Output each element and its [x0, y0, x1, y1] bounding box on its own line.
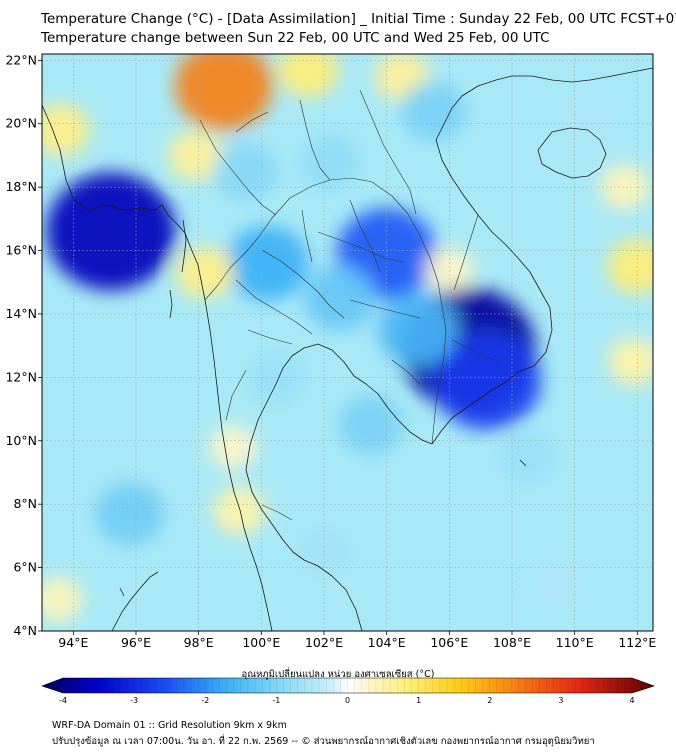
lat-label: 4°N: [13, 623, 37, 638]
political-borders: [199, 89, 501, 521]
lat-label: 22°N: [5, 52, 37, 67]
temperature-anomaly: [378, 293, 458, 366]
temperature-anomaly: [95, 482, 165, 545]
temperature-anomaly: [226, 226, 309, 301]
temperature-anomaly: [175, 246, 234, 300]
longitude-labels: 94°E 96°E 98°E 100°E 102°E 104°E 106°E 108°E 110…: [58, 631, 656, 650]
lat-label: 8°N: [13, 496, 37, 511]
temperature-anomaly: [400, 81, 467, 142]
lon-label: 102°E: [305, 635, 343, 650]
temperature-field: [42, 54, 653, 623]
temperature-anomaly: [338, 394, 404, 455]
map-frame: [41, 53, 654, 632]
colorbar-tick-label: 1: [416, 696, 421, 705]
map-title: Temperature Change (°C) - [Data Assimila…: [41, 11, 676, 27]
gridlines: [42, 54, 653, 631]
temperature-anomaly: [277, 54, 339, 98]
temperature-anomaly: [432, 331, 542, 430]
temperature-anomaly: [213, 142, 278, 201]
lat-label: 10°N: [5, 433, 37, 448]
colorbar-tick-label: 3: [558, 696, 563, 705]
temperature-anomaly: [606, 238, 653, 295]
temperature-anomaly: [174, 54, 273, 131]
lat-label: 18°N: [5, 179, 37, 194]
temperature-anomaly: [247, 350, 307, 404]
temperature-anomaly: [304, 265, 376, 331]
lon-label: 96°E: [121, 635, 151, 650]
colorbar-ticks: -4 -3 -2 -1 0 1 2 3 4: [59, 678, 635, 705]
lat-label: 6°N: [13, 560, 37, 575]
temperature-anomaly: [498, 430, 557, 484]
latitude-labels: 4°N 6°N 8°N 10°N 12°N 14°N 16°N 18°N 20°N 22°N: [5, 52, 42, 638]
footer-credit: ปรับปรุงข้อมูล ณ เวลา 07:00น. วัน อา. ที…: [52, 736, 595, 747]
lon-label: 104°E: [368, 635, 406, 650]
lon-label: 98°E: [184, 635, 214, 650]
lat-label: 20°N: [5, 116, 37, 131]
colorbar: -4 -3 -2 -1 0 1 2 3 4: [41, 677, 655, 705]
colorbar-tick-label: -1: [272, 696, 280, 705]
colorbar-title: อุณหภูมิเปลี่ยนแปลง หน่วย องศาเซลเซียส (…: [241, 669, 435, 680]
colorbar-tick-label: -2: [201, 696, 209, 705]
lat-label: 12°N: [5, 369, 37, 384]
lat-label: 16°N: [5, 243, 37, 258]
temperature-anomaly: [42, 576, 83, 623]
map-subtitle: Temperature change between Sun 22 Feb, 0…: [41, 30, 550, 46]
lon-label: 100°E: [242, 635, 280, 650]
lon-label: 112°E: [618, 635, 656, 650]
temperature-anomaly: [532, 559, 586, 608]
colorbar-gradient: [41, 677, 655, 694]
colorbar-tick-label: 4: [629, 696, 634, 705]
temperature-anomaly: [167, 130, 224, 181]
lat-label: 14°N: [5, 306, 37, 321]
lon-label: 110°E: [556, 635, 594, 650]
temperature-anomaly: [46, 172, 176, 291]
lon-label: 108°E: [493, 635, 531, 650]
colorbar-tick-label: -4: [59, 696, 67, 705]
colorbar-tick-label: -3: [130, 696, 138, 705]
temperature-anomaly: [213, 486, 266, 535]
colorbar-tick-label: 0: [345, 696, 350, 705]
temperature-change-map: 4°N 6°N 8°N 10°N 12°N 14°N 16°N 18°N 20°N 22°N 94…: [5, 52, 656, 705]
temperature-anomaly: [42, 103, 90, 157]
temperature-anomaly: [607, 337, 653, 386]
lon-label: 94°E: [58, 635, 88, 650]
colorbar-tick-label: 2: [487, 696, 492, 705]
footer-model-info: WRF-DA Domain 01 :: Grid Resolution 9km …: [52, 720, 287, 731]
temperature-anomaly: [563, 90, 617, 139]
temperature-anomaly: [299, 134, 361, 190]
lon-label: 106°E: [430, 635, 468, 650]
temperature-anomaly: [209, 425, 257, 469]
